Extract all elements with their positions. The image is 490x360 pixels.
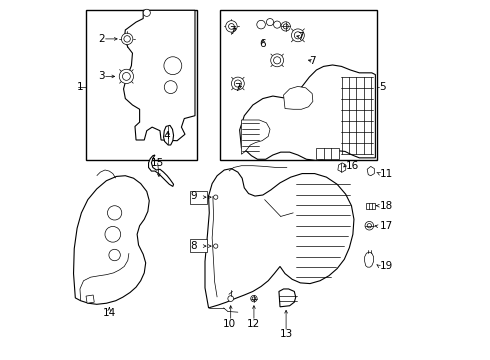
Circle shape: [281, 22, 291, 31]
Circle shape: [365, 221, 373, 230]
Text: 3: 3: [98, 71, 105, 81]
Text: 6: 6: [259, 39, 266, 49]
Circle shape: [228, 23, 234, 29]
Text: 7: 7: [309, 57, 316, 66]
Circle shape: [143, 9, 150, 17]
Circle shape: [251, 296, 257, 302]
Polygon shape: [164, 125, 173, 145]
Polygon shape: [74, 176, 149, 304]
Text: 7: 7: [297, 32, 303, 42]
Circle shape: [234, 80, 242, 87]
Circle shape: [109, 249, 121, 261]
Circle shape: [252, 297, 256, 300]
Circle shape: [270, 54, 284, 67]
Text: 17: 17: [380, 221, 393, 231]
Polygon shape: [86, 295, 94, 303]
Polygon shape: [317, 148, 339, 159]
Polygon shape: [284, 86, 313, 109]
Text: 10: 10: [222, 319, 236, 329]
Polygon shape: [242, 120, 270, 154]
Circle shape: [283, 24, 288, 29]
Circle shape: [367, 224, 371, 228]
Circle shape: [214, 244, 218, 248]
Text: 18: 18: [380, 201, 393, 211]
Bar: [190, 191, 207, 204]
Circle shape: [107, 206, 122, 220]
Text: 2: 2: [98, 34, 105, 44]
Circle shape: [226, 21, 237, 32]
Polygon shape: [240, 65, 375, 160]
Bar: [190, 239, 207, 252]
Bar: [220, 10, 377, 160]
Text: 15: 15: [151, 158, 164, 168]
Text: 1: 1: [76, 82, 83, 92]
Polygon shape: [365, 252, 373, 267]
Circle shape: [273, 21, 281, 28]
Text: 7: 7: [229, 26, 236, 36]
Circle shape: [228, 296, 234, 301]
Polygon shape: [279, 289, 296, 307]
Circle shape: [257, 20, 266, 29]
Text: 4: 4: [164, 131, 171, 141]
Text: 7: 7: [234, 83, 241, 93]
Polygon shape: [123, 10, 195, 141]
Text: 16: 16: [346, 161, 359, 171]
Polygon shape: [205, 168, 354, 308]
Circle shape: [273, 57, 281, 64]
Circle shape: [294, 32, 301, 39]
Circle shape: [292, 29, 304, 42]
Bar: [367, 203, 375, 209]
Text: 19: 19: [380, 261, 393, 271]
Text: 11: 11: [380, 168, 393, 179]
Circle shape: [122, 72, 130, 80]
Polygon shape: [367, 166, 374, 176]
Text: 9: 9: [191, 191, 197, 201]
Circle shape: [267, 18, 273, 26]
Polygon shape: [338, 163, 346, 172]
Circle shape: [124, 36, 130, 42]
Polygon shape: [148, 155, 173, 186]
Circle shape: [119, 69, 134, 84]
Text: 12: 12: [247, 319, 261, 329]
Circle shape: [164, 81, 177, 94]
Circle shape: [231, 77, 245, 90]
Circle shape: [122, 33, 133, 45]
Bar: [86, 10, 197, 160]
Circle shape: [164, 57, 182, 75]
Text: 8: 8: [191, 241, 197, 251]
Text: 14: 14: [102, 308, 116, 318]
Circle shape: [105, 226, 121, 242]
Circle shape: [214, 195, 218, 199]
Text: 13: 13: [279, 329, 293, 339]
Text: 5: 5: [379, 82, 386, 92]
